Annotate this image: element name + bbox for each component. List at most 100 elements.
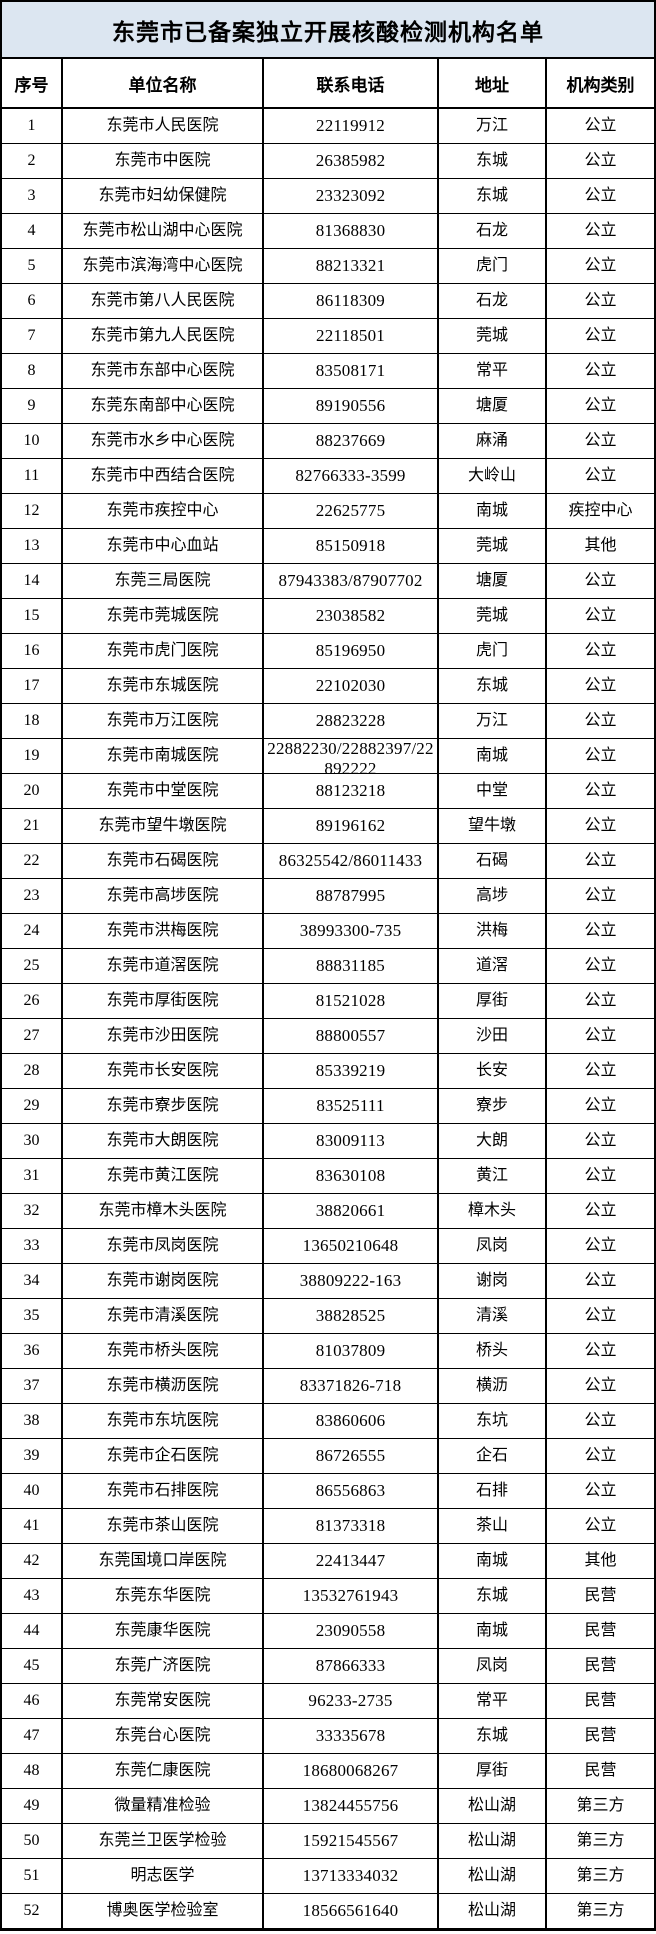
cell-name: 博奥医学检验室 — [61, 1893, 264, 1929]
cell-phone: 83525111 — [262, 1088, 439, 1124]
cell-name: 东莞市中堂医院 — [61, 773, 264, 809]
cell-phone: 83630108 — [262, 1158, 439, 1194]
table-row: 24 东莞市洪梅医院 38993300-735 洪梅 公立 — [2, 913, 654, 949]
cell-name: 东莞市第八人民医院 — [61, 283, 264, 319]
cell-index: 48 — [2, 1753, 63, 1789]
table-row: 34 东莞市谢岗医院 38809222-163 谢岗 公立 — [2, 1263, 654, 1299]
cell-name: 东莞市谢岗医院 — [61, 1263, 264, 1299]
col-header-category: 机构类别 — [545, 59, 654, 109]
table-row: 13 东莞市中心血站 85150918 莞城 其他 — [2, 528, 654, 564]
cell-category: 公立 — [545, 1298, 654, 1334]
table-row: 5 东莞市滨海湾中心医院 88213321 虎门 公立 — [2, 248, 654, 284]
col-header-phone: 联系电话 — [262, 59, 439, 109]
cell-phone: 88831185 — [262, 948, 439, 984]
cell-address: 石碣 — [437, 843, 547, 879]
cell-index: 10 — [2, 423, 63, 459]
cell-address: 莞城 — [437, 318, 547, 354]
cell-phone: 88787995 — [262, 878, 439, 914]
cell-index: 35 — [2, 1298, 63, 1334]
cell-category: 民营 — [545, 1648, 654, 1684]
cell-address: 莞城 — [437, 598, 547, 634]
cell-category: 公立 — [545, 248, 654, 284]
cell-address: 万江 — [437, 703, 547, 739]
cell-address: 南城 — [437, 1543, 547, 1579]
cell-address: 松山湖 — [437, 1823, 547, 1859]
cell-index: 30 — [2, 1123, 63, 1159]
table-row: 43 东莞东华医院 13532761943 东城 民营 — [2, 1578, 654, 1614]
cell-address: 塘厦 — [437, 563, 547, 599]
table-row: 45 东莞广济医院 87866333 凤岗 民营 — [2, 1648, 654, 1684]
cell-name: 东莞市中西结合医院 — [61, 458, 264, 494]
table-row: 47 东莞台心医院 33335678 东城 民营 — [2, 1718, 654, 1754]
cell-index: 40 — [2, 1473, 63, 1509]
cell-phone: 87943383/87907702 — [262, 563, 439, 599]
cell-address: 虎门 — [437, 248, 547, 284]
table-row: 29 东莞市寮步医院 83525111 寮步 公立 — [2, 1088, 654, 1124]
cell-index: 19 — [2, 738, 63, 774]
cell-address: 沙田 — [437, 1018, 547, 1054]
cell-category: 公立 — [545, 213, 654, 249]
cell-name: 东莞市中心血站 — [61, 528, 264, 564]
table-row: 4 东莞市松山湖中心医院 81368830 石龙 公立 — [2, 213, 654, 249]
cell-index: 18 — [2, 703, 63, 739]
cell-phone: 15921545567 — [262, 1823, 439, 1859]
cell-phone: 96233-2735 — [262, 1683, 439, 1719]
cell-name: 东莞广济医院 — [61, 1648, 264, 1684]
table-row: 3 东莞市妇幼保健院 23323092 东城 公立 — [2, 178, 654, 214]
cell-index: 22 — [2, 843, 63, 879]
cell-index: 50 — [2, 1823, 63, 1859]
cell-phone: 85150918 — [262, 528, 439, 564]
cell-category: 民营 — [545, 1753, 654, 1789]
cell-category: 公立 — [545, 843, 654, 879]
cell-category: 公立 — [545, 178, 654, 214]
cell-name: 东莞市厚街医院 — [61, 983, 264, 1019]
cell-category: 第三方 — [545, 1788, 654, 1824]
table-row: 12 东莞市疾控中心 22625775 南城 疾控中心 — [2, 493, 654, 529]
table-row: 49 微量精准检验 13824455756 松山湖 第三方 — [2, 1788, 654, 1824]
cell-address: 常平 — [437, 1683, 547, 1719]
cell-index: 52 — [2, 1893, 63, 1929]
cell-name: 东莞市东部中心医院 — [61, 353, 264, 389]
cell-category: 公立 — [545, 1263, 654, 1299]
cell-address: 常平 — [437, 353, 547, 389]
header-row: 序号 单位名称 联系电话 地址 机构类别 — [2, 59, 654, 109]
cell-index: 39 — [2, 1438, 63, 1474]
cell-name: 东莞市万江医院 — [61, 703, 264, 739]
cell-category: 公立 — [545, 773, 654, 809]
cell-index: 28 — [2, 1053, 63, 1089]
cell-name: 东莞市桥头医院 — [61, 1333, 264, 1369]
cell-index: 14 — [2, 563, 63, 599]
cell-phone: 13532761943 — [262, 1578, 439, 1614]
cell-index: 46 — [2, 1683, 63, 1719]
table-row: 42 东莞国境口岸医院 22413447 南城 其他 — [2, 1543, 654, 1579]
cell-phone: 81037809 — [262, 1333, 439, 1369]
cell-name: 东莞市洪梅医院 — [61, 913, 264, 949]
cell-address: 南城 — [437, 493, 547, 529]
cell-index: 29 — [2, 1088, 63, 1124]
cell-name: 东莞兰卫医学检验 — [61, 1823, 264, 1859]
cell-address: 道滘 — [437, 948, 547, 984]
cell-index: 11 — [2, 458, 63, 494]
cell-index: 33 — [2, 1228, 63, 1264]
cell-category: 公立 — [545, 913, 654, 949]
cell-phone: 83860606 — [262, 1403, 439, 1439]
cell-category: 公立 — [545, 1508, 654, 1544]
table-row: 33 东莞市凤岗医院 13650210648 凤岗 公立 — [2, 1228, 654, 1264]
cell-name: 东莞市妇幼保健院 — [61, 178, 264, 214]
cell-index: 21 — [2, 808, 63, 844]
cell-category: 公立 — [545, 1088, 654, 1124]
cell-category: 公立 — [545, 318, 654, 354]
cell-phone: 89190556 — [262, 388, 439, 424]
cell-index: 13 — [2, 528, 63, 564]
table-row: 28 东莞市长安医院 85339219 长安 公立 — [2, 1053, 654, 1089]
cell-address: 厚街 — [437, 983, 547, 1019]
cell-category: 公立 — [545, 143, 654, 179]
cell-name: 东莞市石排医院 — [61, 1473, 264, 1509]
cell-phone: 83371826-718 — [262, 1368, 439, 1404]
cell-address: 虎门 — [437, 633, 547, 669]
cell-phone: 33335678 — [262, 1718, 439, 1754]
cell-name: 东莞市第九人民医院 — [61, 318, 264, 354]
cell-category: 公立 — [545, 878, 654, 914]
col-header-index: 序号 — [2, 59, 63, 109]
cell-phone: 82766333-3599 — [262, 458, 439, 494]
